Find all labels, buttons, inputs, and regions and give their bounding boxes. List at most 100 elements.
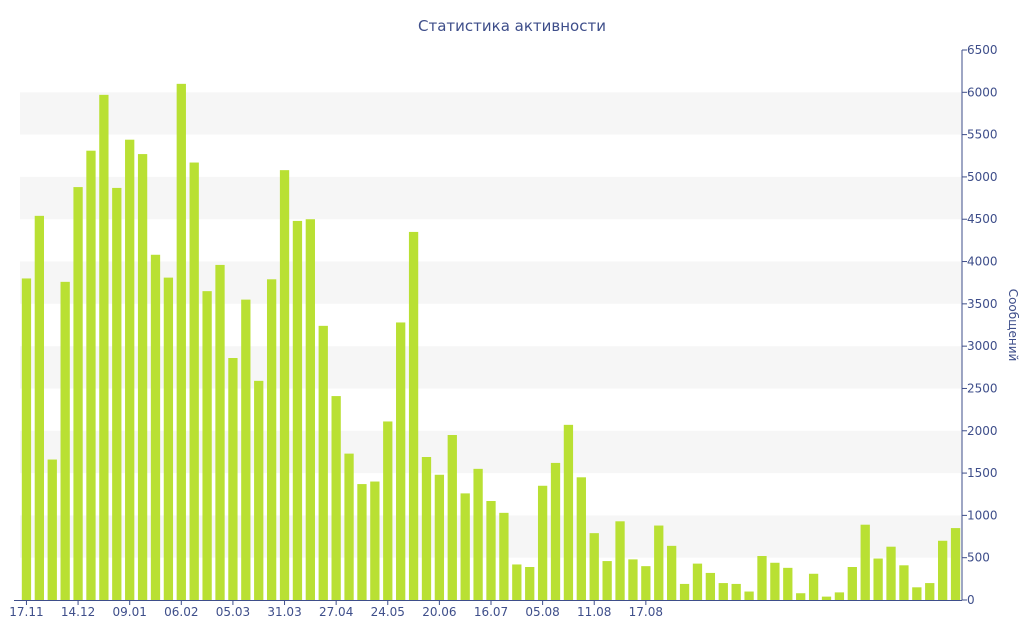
bar: [808, 573, 819, 600]
y-tick-label: 3000: [967, 339, 998, 353]
bar: [899, 565, 909, 600]
bar: [525, 567, 535, 600]
bar: [112, 187, 122, 600]
bar: [215, 264, 225, 600]
bar: [589, 533, 599, 600]
bar: [99, 94, 109, 600]
bar: [834, 592, 845, 600]
x-tick-labels: 17.11 14.12 09.01 06.02 05.03 31.03 27.04 24.05…: [9, 605, 663, 619]
bar: [886, 546, 896, 600]
x-tick-label: 14.12: [61, 605, 95, 619]
x-tick-label: 11.08: [577, 605, 611, 619]
y-tick-label: 1500: [967, 466, 998, 480]
bar: [21, 278, 32, 600]
y-tick-label: 500: [967, 551, 990, 565]
bar: [254, 380, 264, 600]
bar: [537, 485, 548, 600]
bar: [486, 501, 496, 600]
x-tick-label: 17.11: [9, 605, 43, 619]
bar: [744, 591, 754, 600]
bar: [447, 435, 457, 600]
y-tick-label: 2500: [967, 381, 998, 395]
bar: [770, 562, 780, 600]
bar: [176, 83, 186, 601]
y-axis-label: Сообщений: [1006, 289, 1020, 362]
x-tick-label: 05.03: [216, 605, 250, 619]
bar: [615, 521, 625, 600]
bar: [847, 567, 857, 600]
y-tick-label: 6000: [967, 85, 998, 99]
bar: [357, 484, 367, 600]
bar: [266, 279, 277, 600]
grid-band: [20, 176, 962, 220]
bar: [718, 583, 728, 600]
bar: [60, 281, 70, 600]
bar: [641, 566, 651, 600]
bars: [21, 83, 961, 601]
x-tick-label: 24.05: [371, 605, 405, 619]
bar: [47, 459, 57, 600]
bar: [667, 545, 677, 600]
bar: [473, 468, 483, 600]
bar: [331, 396, 341, 600]
y-tick-label: 6500: [967, 43, 998, 57]
chart-title: Статистика активности: [418, 17, 606, 35]
bar: [279, 170, 290, 600]
y-tick-label: 1000: [967, 508, 998, 522]
bar: [421, 457, 432, 600]
bar: [654, 525, 664, 600]
bar: [950, 528, 961, 600]
bar: [292, 220, 303, 600]
bar: [860, 524, 870, 600]
bar: [783, 567, 793, 600]
bar: [679, 583, 690, 600]
x-tick-label: 05.08: [525, 605, 559, 619]
bar: [318, 325, 328, 600]
bar: [408, 231, 419, 600]
bar: [821, 596, 832, 600]
bar: [202, 291, 212, 600]
bar: [344, 453, 354, 600]
bar: [692, 563, 703, 600]
grid-band: [20, 261, 962, 304]
y-tick-label: 5000: [967, 170, 998, 184]
y-tick-label: 5500: [967, 128, 998, 142]
bar: [873, 558, 883, 600]
bar: [228, 358, 238, 600]
bar: [73, 187, 83, 601]
y-tick-label: 0: [967, 593, 975, 607]
y-tick-label: 2000: [967, 424, 998, 438]
bar: [86, 150, 96, 600]
x-tick-label: 20.06: [422, 605, 456, 619]
grid-band: [20, 346, 962, 389]
bar: [628, 559, 638, 600]
bar: [125, 139, 135, 600]
bar: [937, 540, 948, 600]
x-tick-label: 09.01: [113, 605, 147, 619]
grid-bands: [20, 92, 962, 558]
y-tick-label: 4500: [967, 212, 998, 226]
bar: [499, 512, 509, 600]
bar: [731, 583, 741, 600]
x-tick-label: 17.08: [629, 605, 663, 619]
bar: [163, 277, 174, 600]
bar: [34, 215, 45, 600]
bar: [137, 154, 148, 601]
y-axis: [14, 49, 967, 605]
bar: [370, 481, 380, 600]
grid-band: [20, 92, 962, 135]
bar: [305, 219, 315, 600]
bar: [189, 162, 199, 601]
bar: [383, 421, 393, 600]
x-tick-label: 27.04: [319, 605, 353, 619]
y-tick-label: 3500: [967, 297, 998, 311]
bar: [550, 462, 561, 600]
x-tick-label: 31.03: [267, 605, 301, 619]
bar: [434, 474, 445, 600]
x-tick-label: 16.07: [474, 605, 508, 619]
bar: [241, 299, 251, 600]
bar: [796, 593, 806, 600]
x-tick-label: 06.02: [164, 605, 198, 619]
grid-band: [20, 430, 962, 474]
bar: [396, 322, 406, 600]
